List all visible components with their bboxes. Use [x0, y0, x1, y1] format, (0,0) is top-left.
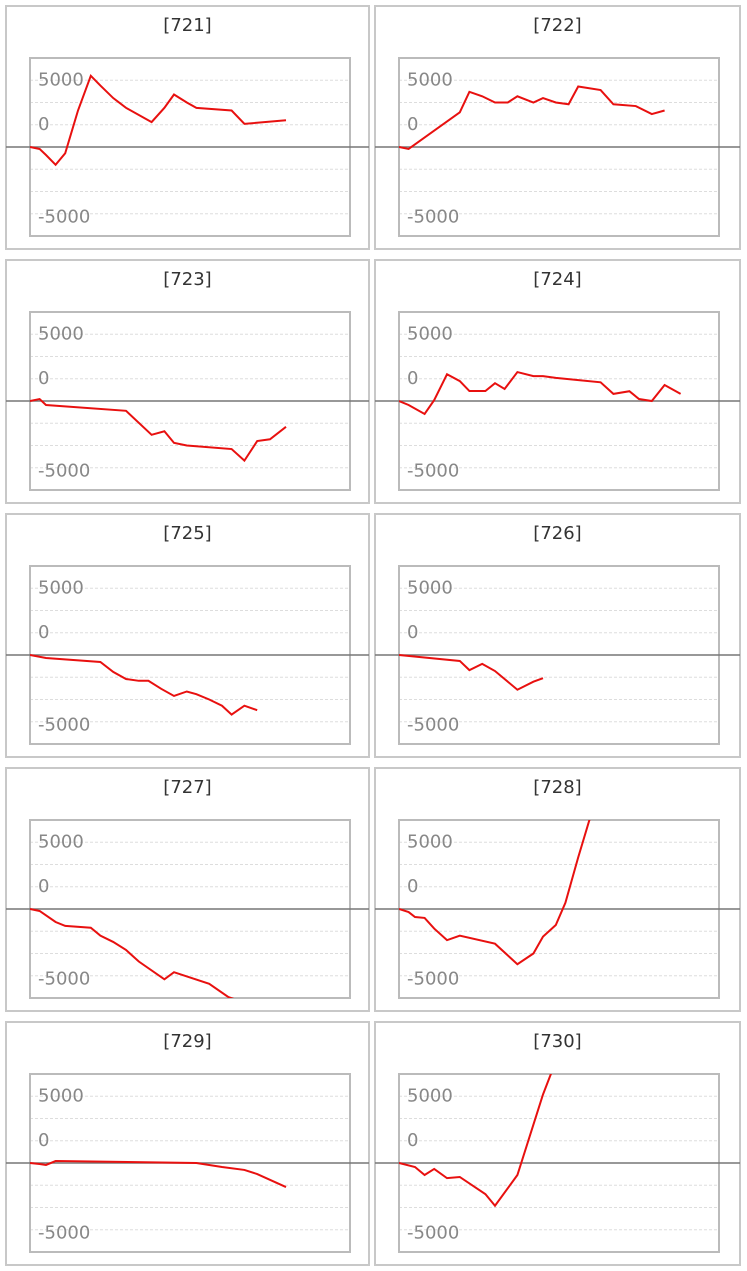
y-tick-label: 0 [407, 1130, 418, 1151]
y-tick-label: -5000 [38, 207, 90, 228]
panel-frame [5, 767, 370, 1012]
y-tick-label: 0 [38, 876, 49, 897]
chart-panel: [725] 5000 0 -5000 [5, 513, 370, 758]
y-tick-label: 0 [38, 114, 49, 135]
chart-panel: [723] 5000 0 -5000 [5, 259, 370, 504]
chart-panel: [730] 5000 0 -5000 [374, 1021, 741, 1266]
y-tick-label: 5000 [38, 1086, 84, 1107]
y-tick-label: -5000 [38, 461, 90, 482]
chart-title: [721] [163, 15, 211, 36]
chart-title: [730] [533, 1031, 581, 1052]
y-tick-label: -5000 [38, 715, 90, 736]
y-tick-label: 0 [407, 622, 418, 643]
chart-title: [728] [533, 777, 581, 798]
panel-frame [374, 1021, 741, 1266]
y-tick-label: 5000 [38, 70, 84, 91]
y-tick-label: 5000 [407, 832, 453, 853]
chart-title: [725] [163, 523, 211, 544]
panel-frame [5, 5, 370, 250]
y-tick-label: -5000 [407, 969, 459, 990]
series-line [30, 1160, 287, 1188]
y-tick-label: -5000 [407, 1223, 459, 1244]
y-tick-label: 5000 [38, 578, 84, 599]
chart-panel: [724] 5000 0 -5000 [374, 259, 741, 504]
series-line [30, 73, 287, 167]
y-tick-label: -5000 [38, 969, 90, 990]
panel-frame [374, 5, 741, 250]
y-tick-label: 0 [407, 876, 418, 897]
chart-title: [723] [163, 269, 211, 290]
series-line [30, 654, 258, 716]
panel-frame [374, 259, 741, 504]
y-tick-label: 5000 [407, 324, 453, 345]
y-tick-label: -5000 [407, 715, 459, 736]
y-tick-label: 5000 [38, 324, 84, 345]
series-line [399, 85, 665, 151]
chart-panel: [728] 5000 0 -5000 [374, 767, 741, 1012]
chart-panel: [721] 5000 0 -5000 [5, 5, 370, 250]
y-tick-label: 0 [38, 622, 49, 643]
y-tick-label: 0 [38, 1130, 49, 1151]
y-tick-label: 0 [38, 368, 49, 389]
chart-title: [729] [163, 1031, 211, 1052]
chart-panel: [722] 5000 0 -5000 [374, 5, 741, 250]
y-tick-label: 0 [407, 114, 418, 135]
series-line [399, 654, 544, 691]
series-line [30, 397, 287, 463]
series-line [399, 1074, 552, 1208]
chart-title: [722] [533, 15, 581, 36]
panel-frame [374, 767, 741, 1012]
chart-panel: [727] 5000 0 -5000 [5, 767, 370, 1012]
panel-frame [374, 513, 741, 758]
chart-title: [724] [533, 269, 581, 290]
chart-title: [727] [163, 777, 211, 798]
panel-frame [5, 259, 370, 504]
panel-frame [5, 513, 370, 758]
panel-frame [5, 1021, 370, 1266]
chart-panel: [726] 5000 0 -5000 [374, 513, 741, 758]
chart-panel: [729] 5000 0 -5000 [5, 1021, 370, 1266]
y-tick-label: -5000 [38, 1223, 90, 1244]
series-line [30, 908, 235, 998]
chart-title: [726] [533, 523, 581, 544]
y-tick-label: 5000 [407, 1086, 453, 1107]
y-tick-label: 5000 [407, 70, 453, 91]
y-tick-label: 0 [407, 368, 418, 389]
series-line [399, 820, 591, 966]
y-tick-label: 5000 [407, 578, 453, 599]
y-tick-label: 5000 [38, 832, 84, 853]
y-tick-label: -5000 [407, 207, 459, 228]
series-line [399, 370, 682, 416]
y-tick-label: -5000 [407, 461, 459, 482]
